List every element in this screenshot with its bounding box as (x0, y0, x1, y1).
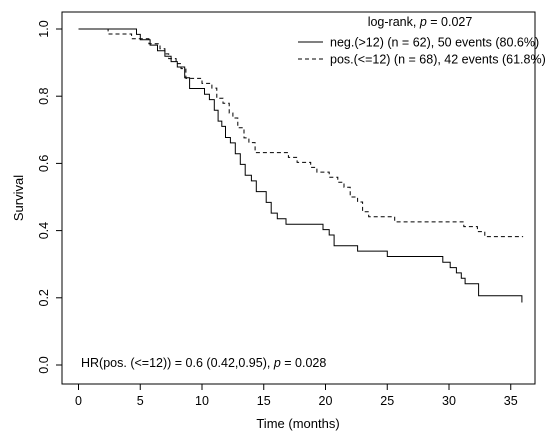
legend-title-prefix: log-rank, (368, 15, 417, 29)
legend-title: log-rank, p = 0.027 (368, 15, 473, 29)
legend-label-pos: pos.(<=12) (n = 68), 42 events (61.8%) (330, 53, 546, 67)
legend-title-p: p (419, 15, 427, 29)
y-tick-label: 0.8 (37, 87, 51, 104)
legend-title-value: = 0.027 (430, 15, 472, 29)
legend: log-rank, p = 0.027 neg.(>12) (n = 62), … (298, 15, 546, 67)
x-tick-label: 0 (75, 394, 82, 408)
x-tick-label: 35 (504, 394, 518, 408)
y-tick-label: 0.4 (37, 222, 51, 239)
y-tick-label: 0.0 (37, 356, 51, 373)
x-tick-label: 25 (380, 394, 394, 408)
y-tick-label: 0.2 (37, 289, 51, 306)
x-tick-label: 30 (442, 394, 456, 408)
x-tick-label: 10 (195, 394, 209, 408)
hazard-ratio-text: HR(pos. (<=12)) = 0.6 (0.42,0.95), (81, 356, 270, 370)
survival-curve-neg (78, 28, 523, 303)
y-tick-label: 0.6 (37, 155, 51, 172)
hazard-ratio-p: p (273, 356, 281, 370)
y-axis-label: Survival (11, 175, 26, 221)
x-axis-label: Time (months) (256, 416, 339, 431)
survival-curve-pos (78, 28, 524, 238)
y-axis: 0.0 0.2 0.4 0.6 0.8 1.0 (37, 20, 63, 374)
hazard-ratio-p-value: = 0.028 (284, 356, 326, 370)
y-tick-label: 1.0 (37, 20, 51, 37)
x-tick-label: 20 (319, 394, 333, 408)
hazard-ratio-annotation: HR(pos. (<=12)) = 0.6 (0.42,0.95), p = 0… (81, 356, 326, 370)
plot-frame (61, 11, 536, 385)
series-layer (78, 28, 524, 303)
x-axis: 0 5 10 15 20 25 30 35 (75, 383, 518, 408)
x-tick-label: 5 (137, 394, 144, 408)
x-tick-label: 15 (257, 394, 271, 408)
legend-label-neg: neg.(>12) (n = 62), 50 events (80.6%) (330, 36, 539, 50)
